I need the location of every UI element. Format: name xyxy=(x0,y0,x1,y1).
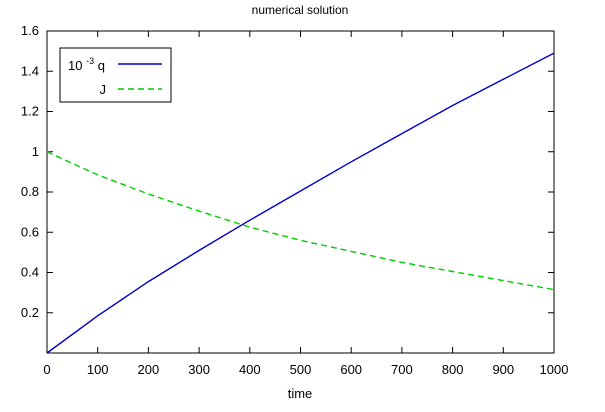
x-tick-label-4: 400 xyxy=(239,362,261,377)
legend-label-q: 10 -3 q xyxy=(68,52,105,73)
y-tick-label-7: 1.6 xyxy=(21,23,39,38)
y-tick-label-0: 0.2 xyxy=(21,305,39,320)
y-tick-label-1: 0.4 xyxy=(21,265,39,280)
x-tick-label-0: 0 xyxy=(43,362,50,377)
x-axis-ticks: 0 100 200 300 400 500 600 700 800 900 1000 xyxy=(43,31,568,377)
x-tick-label-2: 200 xyxy=(138,362,160,377)
series-lines xyxy=(46,52,555,354)
x-tick-label-5: 500 xyxy=(290,362,312,377)
chart-legend: 10 -3 q J xyxy=(59,47,172,103)
y-tick-label-6: 1.4 xyxy=(21,63,39,78)
y-tick-label-4: 1 xyxy=(32,144,39,159)
legend-box xyxy=(59,47,172,103)
y-tick-label-5: 1.2 xyxy=(21,104,39,119)
x-tick-label-10: 1000 xyxy=(540,362,569,377)
x-tick-label-6: 600 xyxy=(340,362,362,377)
series-line-0 xyxy=(46,52,555,354)
x-tick-label-7: 700 xyxy=(391,362,413,377)
legend-label-q-tail: q xyxy=(98,58,105,73)
legend-label-q-exponent: -3 xyxy=(86,56,94,66)
x-tick-label-1: 100 xyxy=(87,362,109,377)
x-axis-label: time xyxy=(288,386,313,401)
y-tick-label-2: 0.6 xyxy=(21,224,39,239)
chart-title: numerical solution xyxy=(252,3,349,17)
y-axis-ticks: 0.2 0.4 0.6 0.8 1 1.2 1.4 1.6 xyxy=(21,23,554,320)
x-tick-label-9: 900 xyxy=(492,362,514,377)
legend-label-q-base: 10 xyxy=(68,58,82,73)
legend-label-J: J xyxy=(100,82,107,97)
x-tick-label-8: 800 xyxy=(442,362,464,377)
x-tick-label-3: 300 xyxy=(188,362,210,377)
series-line-1 xyxy=(46,151,555,291)
y-tick-label-3: 0.8 xyxy=(21,184,39,199)
